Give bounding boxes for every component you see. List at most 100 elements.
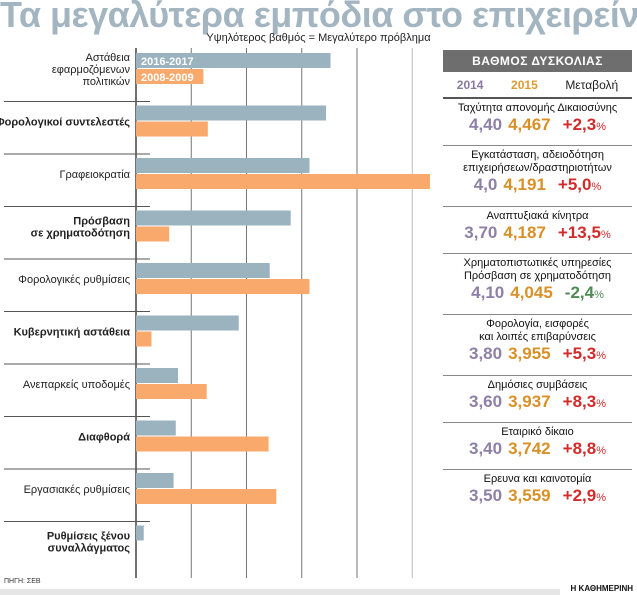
category-label: Ρυθμίσεις ξένου συναλλάγματος (47, 531, 130, 555)
value-2014: 3,80 (469, 344, 503, 363)
bar-2008-2009 (136, 384, 207, 399)
change-value: +2,3% (562, 115, 606, 134)
difficulty-row-label: Ερευνα και καινοτομία (483, 473, 592, 485)
difficulty-row: Αναπτυξιακά κίνητρα 3,70 4,187 +13,5% (443, 207, 632, 254)
bar-2016-2017 (136, 473, 174, 488)
category-label-line: Διαφθορά (78, 432, 130, 444)
category-label: Κυβερνητική αστάθεια (14, 327, 131, 339)
category-label-line: σε χρηματοδότηση (31, 228, 131, 240)
category-label: Διαφθορά (78, 432, 130, 444)
value-2015: 4,191 (503, 175, 546, 194)
difficulty-row-label: Φορολογία, εισφορές και λοιπές επιβαρύνσ… (479, 318, 596, 343)
col-2015: 2015 (511, 78, 538, 92)
difficulty-row-values: 3,50 3,559 +2,9% (443, 486, 632, 508)
difficulty-row: Εταιρικό δίκαιο 3,40 3,742 +8,8% (443, 423, 632, 470)
value-2014: 4,0 (473, 175, 498, 194)
bar-2016-2017 (136, 53, 331, 68)
difficulty-row: Ταχύτητα απονομής Δικαιοσύνης 4,40 4,467 +2… (443, 99, 632, 146)
value-2015: 3,937 (508, 392, 551, 411)
footer-bar (0, 589, 560, 595)
difficulty-row: Δημόσιες συμβάσεις 3,60 3,937 +8,3% (443, 376, 632, 423)
legend-label-2008-2009: 2008-2009 (141, 72, 194, 84)
bar-2016-2017 (136, 158, 310, 173)
bar-2008-2009 (136, 226, 170, 242)
difficulty-row-values: 4,40 4,467 +2,3% (443, 115, 632, 137)
category-label-line: Κυβερνητική αστάθεια (14, 327, 131, 339)
bar-2008-2009 (136, 489, 277, 504)
category-label-line: Φορολογικές ρυθμίσεις (18, 274, 130, 286)
bar-2008-2009 (136, 436, 269, 452)
bar-2016-2017 (136, 420, 176, 436)
bar-2008-2009 (136, 121, 208, 137)
percent-sign: % (596, 398, 606, 410)
difficulty-row-label: Χρηματοπιστωτικές υπηρεσίες Πρόσβαση σε … (463, 257, 612, 282)
percent-sign: % (591, 181, 602, 193)
value-2015: 4,187 (503, 223, 546, 242)
percent-sign: % (596, 445, 606, 457)
percent-sign: % (594, 289, 604, 301)
change-value: +8,8% (562, 439, 606, 458)
bar-chart: 0510152025Αστάθειαεφαρμοζόμενωνπολιτικών… (0, 48, 430, 578)
difficulty-row-values: 4,0 4,191 +5,0% (443, 175, 632, 197)
change-value: +13,5% (557, 223, 611, 242)
chart-title: Τα μεγαλύτερα εμπόδια στο επιχειρείν (0, 0, 637, 35)
value-2015: 3,742 (508, 439, 551, 458)
change-value: +8,3% (562, 392, 606, 411)
bar-2016-2017 (136, 368, 178, 383)
category-label-line: Ρυθμίσεις ξένου (47, 531, 130, 543)
bar-2016-2017 (136, 263, 270, 278)
category-label: Γραφειοκρατία (59, 169, 130, 181)
value-2014: 3,60 (469, 392, 503, 411)
value-2014: 3,50 (469, 486, 503, 505)
category-label: Φορολογικοί συντελεστές (0, 117, 130, 129)
difficulty-row-values: 3,60 3,937 +8,3% (443, 392, 632, 414)
value-2015: 4,045 (510, 283, 553, 302)
difficulty-row-label: Ταχύτητα απονομής Δικαιοσύνης (457, 102, 618, 114)
difficulty-row-label: Αναπτυξιακά κίνητρα (486, 210, 589, 222)
difficulty-row-label: Εταιρικό δίκαιο (501, 426, 574, 438)
category-label: Εργασιακές ρυθμίσεις (24, 484, 130, 496)
change-value: +5,0% (557, 175, 602, 194)
col-2014: 2014 (456, 78, 484, 92)
difficulty-row-values: 4,10 4,045 -2,4% (443, 283, 632, 305)
bar-2016-2017 (136, 525, 144, 541)
category-label: Ανεπαρκείς υποδομές (23, 379, 130, 391)
value-2014: 3,70 (464, 223, 498, 242)
percent-sign: % (596, 121, 606, 133)
difficulty-panel: ΒΑΘΜΟΣ ΔΥΣΚΟΛΙΑΣ 2014 2015 Μεταβολή Ταχύ… (443, 50, 632, 516)
bar-2008-2009 (136, 174, 430, 189)
category-label: Φορολογικές ρυθμίσεις (18, 274, 130, 286)
difficulty-row: Ερευνα και καινοτομία 3,50 3,559 +2,9% (443, 470, 632, 516)
bar-2016-2017 (136, 105, 327, 121)
difficulty-row-values: 3,70 4,187 +13,5% (443, 223, 632, 245)
difficulty-row: Φορολογία, εισφορές και λοιπές επιβαρύνσ… (443, 315, 632, 376)
difficulty-row-label: Δημόσιες συμβάσεις (487, 379, 588, 391)
value-2014: 3,40 (469, 439, 503, 458)
panel-column-headers: 2014 2015 Μεταβολή (443, 72, 632, 99)
category-label-line: Πρόσβαση (73, 216, 130, 228)
panel-title: ΒΑΘΜΟΣ ΔΥΣΚΟΛΙΑΣ (443, 50, 632, 72)
category-label-line: εφαρμοζόμενων (52, 64, 131, 76)
category-label-line: Ανεπαρκείς υποδομές (23, 379, 130, 391)
category-label-line: Γραφειοκρατία (59, 169, 130, 181)
category-label-line: Αστάθεια (86, 52, 131, 64)
percent-sign: % (600, 229, 611, 241)
publisher-brand: Η ΚΑΘΗΜΕΡΙΝΗ (570, 584, 633, 593)
bar-2008-2009 (136, 279, 310, 294)
bar-2008-2009 (136, 331, 152, 347)
source-note: ΠΗΓΗ: ΣΕΒ (4, 578, 41, 585)
value-2015: 4,467 (508, 115, 551, 134)
change-value: +5,3% (562, 344, 606, 363)
percent-sign: % (596, 350, 606, 362)
change-value: +2,9% (562, 486, 606, 505)
value-2015: 3,955 (508, 344, 551, 363)
category-label-line: πολιτικών (82, 76, 130, 88)
difficulty-row: Εγκατάσταση, αδειοδότηση επιχειρήσεων/δρ… (443, 146, 632, 207)
legend-label-2016-2017: 2016-2017 (141, 56, 194, 68)
value-2014: 4,40 (469, 115, 503, 134)
chart-subtitle: Υψηλότερος βαθμός = Μεγαλύτερο πρόβλημα (206, 32, 431, 44)
percent-sign: % (596, 492, 606, 504)
category-label: Αστάθεια εφαρμοζόμενων πολιτικών (52, 52, 131, 88)
difficulty-row-label: Εγκατάσταση, αδειοδότηση επιχειρήσεων/δρ… (463, 149, 612, 174)
change-value: -2,4% (564, 283, 604, 302)
